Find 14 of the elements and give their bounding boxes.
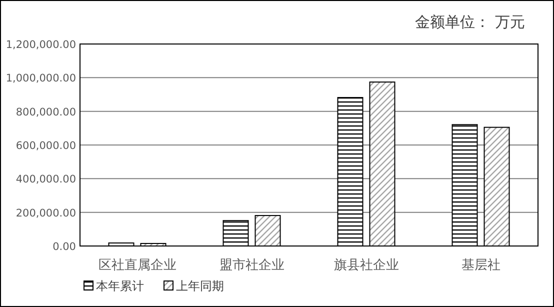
y-tick-label: 200,000.00	[16, 207, 76, 220]
y-tick-label: 1,200,000.00	[6, 39, 76, 51]
y-tick-label: 0.00	[52, 241, 76, 253]
x-tick-label: 旗县社企业	[334, 258, 399, 273]
y-tick-label: 800,000.00	[16, 106, 76, 118]
chart-title: 金额单位： 万元	[415, 13, 525, 31]
y-tick-label: 400,000.00	[16, 174, 76, 186]
x-tick-label: 区社直属企业	[98, 258, 176, 273]
y-tick-label: 1,000,000.00	[6, 72, 76, 85]
legend-label: 上年同期	[176, 279, 224, 293]
x-tick-label: 盟市社企业	[219, 258, 284, 273]
legend-label: 本年累计	[96, 279, 144, 293]
x-tick-label: 基层社	[461, 258, 500, 273]
y-tick-label: 600,000.00	[16, 140, 76, 152]
